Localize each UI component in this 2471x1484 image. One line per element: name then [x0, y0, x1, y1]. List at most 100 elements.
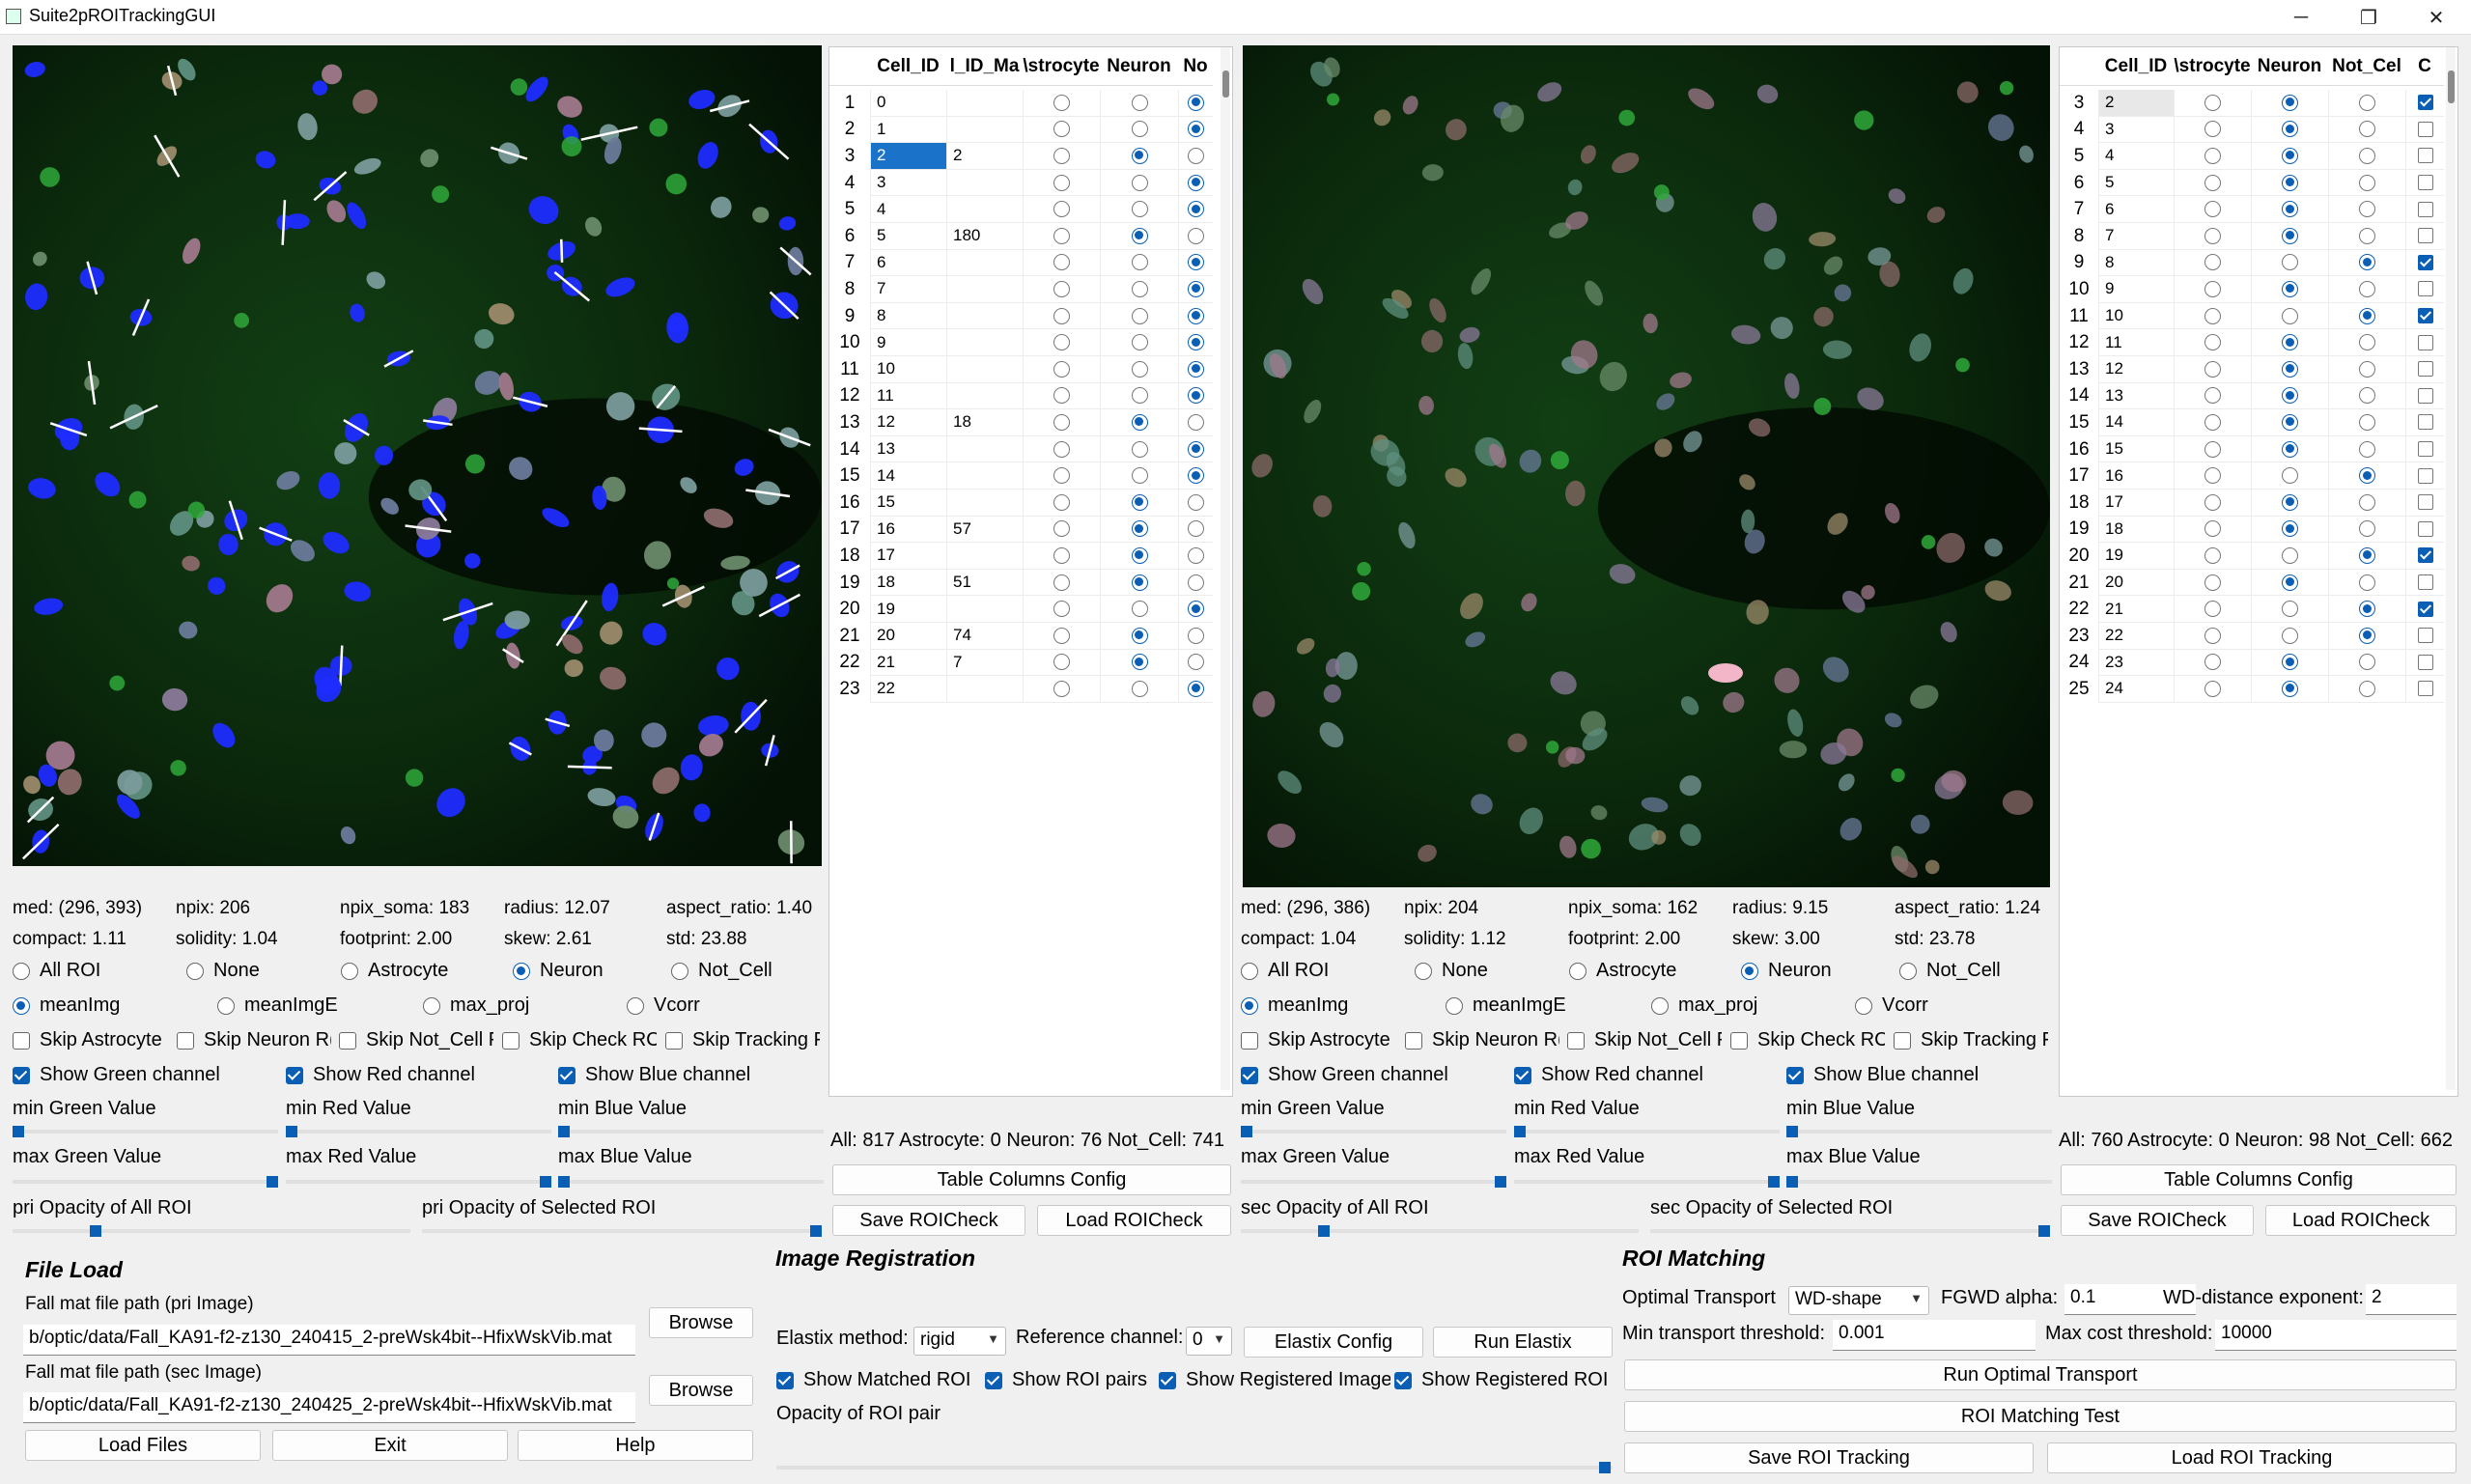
secondary-image-view[interactable] [1243, 45, 2050, 887]
class-radio[interactable] [1188, 546, 1204, 564]
primary-image-view[interactable] [13, 45, 822, 866]
class-radio[interactable] [2359, 680, 2375, 697]
class-radio[interactable] [1131, 280, 1148, 297]
sec-path-field[interactable]: b/optic/data/Fall_KA91-f2-z130_240425_2-… [23, 1392, 635, 1423]
astrocyte-radio-cell[interactable] [1023, 543, 1100, 570]
skip-check-1[interactable]: Skip Neuron R( [177, 1029, 331, 1051]
class-radio[interactable] [2204, 147, 2221, 164]
class-radio[interactable] [1053, 601, 1070, 618]
class-radio[interactable] [2204, 493, 2221, 511]
class-radio[interactable] [2204, 201, 2221, 218]
class-radio[interactable] [2282, 520, 2298, 538]
astrocyte-radio-cell[interactable] [2174, 143, 2251, 170]
class-radio[interactable] [1188, 360, 1204, 378]
neuron-radio-cell[interactable] [1100, 302, 1178, 330]
cell-id-cell[interactable]: 21 [870, 649, 946, 677]
primary-save-roicheck-button[interactable]: Save ROICheck [832, 1205, 1025, 1236]
column-header-3[interactable]: Neuron [2251, 47, 2328, 86]
astrocyte-radio-cell[interactable] [1023, 623, 1100, 650]
max-value-slider-0[interactable] [1241, 1176, 1506, 1188]
neuron-radio-cell[interactable] [2251, 90, 2328, 117]
cell-id-cell[interactable]: 0 [870, 90, 946, 117]
class-radio[interactable] [2359, 201, 2375, 218]
astrocyte-radio-cell[interactable] [1023, 382, 1100, 410]
radio-dot[interactable] [1651, 996, 1669, 1015]
slider-handle[interactable] [558, 1176, 570, 1188]
show-registered-image-check[interactable]: Show Registered Image [1159, 1369, 1390, 1391]
not-cell-radio-cell[interactable] [2328, 462, 2405, 490]
class-radio[interactable] [2282, 121, 2298, 138]
match-id-cell[interactable]: 2 [946, 143, 1023, 170]
class-radio[interactable] [1053, 94, 1070, 111]
astrocyte-radio-cell[interactable] [2174, 409, 2251, 436]
check-box[interactable] [2417, 654, 2433, 670]
table-row[interactable]: 11 10 [2060, 302, 2457, 330]
class-radio[interactable] [2204, 413, 2221, 431]
elastix-config-button[interactable]: Elastix Config [1244, 1327, 1423, 1358]
not-cell-radio-cell[interactable] [1178, 249, 1213, 277]
neuron-radio-cell[interactable] [2251, 143, 2328, 170]
neuron-radio-cell[interactable] [2251, 649, 2328, 677]
class-radio[interactable] [2282, 307, 2298, 324]
cell-id-cell[interactable]: 22 [2098, 623, 2174, 650]
class-radio[interactable] [1053, 627, 1070, 644]
cell-id-cell[interactable]: 5 [870, 223, 946, 250]
radio-dot[interactable] [1446, 996, 1463, 1015]
radio-dot[interactable] [1855, 996, 1872, 1015]
match-id-cell[interactable]: 7 [946, 649, 1023, 677]
class-radio[interactable] [1188, 520, 1204, 538]
check-box[interactable] [2417, 467, 2433, 484]
not-cell-radio-cell[interactable] [2328, 490, 2405, 517]
class-radio[interactable] [2282, 147, 2298, 164]
not-cell-radio-cell[interactable] [1178, 462, 1213, 490]
match-id-cell[interactable] [946, 676, 1023, 703]
check-cell[interactable] [2405, 329, 2444, 356]
not-cell-radio-cell[interactable] [1178, 676, 1213, 703]
match-id-cell[interactable] [946, 196, 1023, 223]
cell-id-cell[interactable]: 3 [870, 169, 946, 197]
check-box[interactable] [2417, 547, 2433, 564]
class-radio[interactable] [2204, 334, 2221, 351]
neuron-radio-cell[interactable] [1100, 490, 1178, 517]
astrocyte-radio-cell[interactable] [2174, 329, 2251, 356]
check-box[interactable] [2417, 361, 2433, 378]
radio-dot[interactable] [1415, 962, 1432, 980]
check-box[interactable] [2417, 201, 2433, 217]
cell-id-cell[interactable]: 4 [2098, 143, 2174, 170]
run-optimal-transport-button[interactable]: Run Optimal Transport [1624, 1359, 2457, 1390]
neuron-radio-cell[interactable] [1100, 143, 1178, 170]
slider-handle[interactable] [1599, 1462, 1611, 1473]
match-id-cell[interactable] [946, 276, 1023, 303]
checkbox-box[interactable] [13, 1031, 30, 1050]
class-radio[interactable] [2359, 280, 2375, 297]
class-radio[interactable] [2359, 493, 2375, 511]
not-cell-radio-cell[interactable] [2328, 356, 2405, 383]
cell-id-cell[interactable]: 10 [870, 356, 946, 383]
column-header-3[interactable]: \strocyte [1023, 47, 1100, 86]
maximize-button[interactable]: ❐ [2360, 7, 2377, 29]
astrocyte-radio-cell[interactable] [1023, 569, 1100, 597]
class-radio[interactable] [2204, 520, 2221, 538]
class-radio[interactable] [1131, 254, 1148, 271]
class-radio[interactable] [1188, 147, 1204, 164]
neuron-radio-cell[interactable] [2251, 676, 2328, 703]
check-cell[interactable] [2405, 196, 2444, 223]
check-cell[interactable] [2405, 116, 2444, 144]
slider-handle[interactable] [1495, 1176, 1506, 1188]
not-cell-radio-cell[interactable] [1178, 276, 1213, 303]
class-radio[interactable] [1053, 334, 1070, 351]
check-cell[interactable] [2405, 169, 2444, 197]
slider-handle[interactable] [810, 1225, 822, 1237]
table-row[interactable]: 20 19 [829, 596, 1232, 623]
checkbox-box[interactable] [339, 1031, 356, 1050]
astrocyte-radio-cell[interactable] [1023, 676, 1100, 703]
table-vertical-scrollbar[interactable] [1221, 47, 1230, 1090]
astrocyte-radio-cell[interactable] [1023, 90, 1100, 117]
check-cell[interactable] [2405, 356, 2444, 383]
check-box[interactable] [2417, 95, 2433, 111]
class-radio[interactable] [2282, 440, 2298, 458]
astrocyte-radio-cell[interactable] [1023, 435, 1100, 463]
